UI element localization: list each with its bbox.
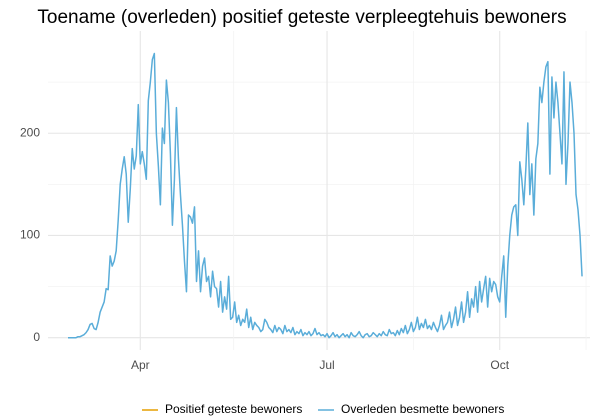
y-tick-label: 0 bbox=[33, 330, 40, 344]
y-tick-label: 200 bbox=[20, 125, 40, 139]
legend-label: Positief geteste bewoners bbox=[165, 402, 302, 416]
x-tick-label: Oct bbox=[490, 358, 509, 372]
data-line bbox=[68, 52, 583, 339]
legend-label: Overleden besmette bewoners bbox=[341, 402, 504, 416]
x-tick-label: Jul bbox=[319, 358, 334, 372]
x-tick-label: Apr bbox=[131, 358, 150, 372]
y-tick-label: 100 bbox=[20, 228, 40, 242]
chart-title: Toename (overleden) positief geteste ver… bbox=[37, 7, 566, 28]
